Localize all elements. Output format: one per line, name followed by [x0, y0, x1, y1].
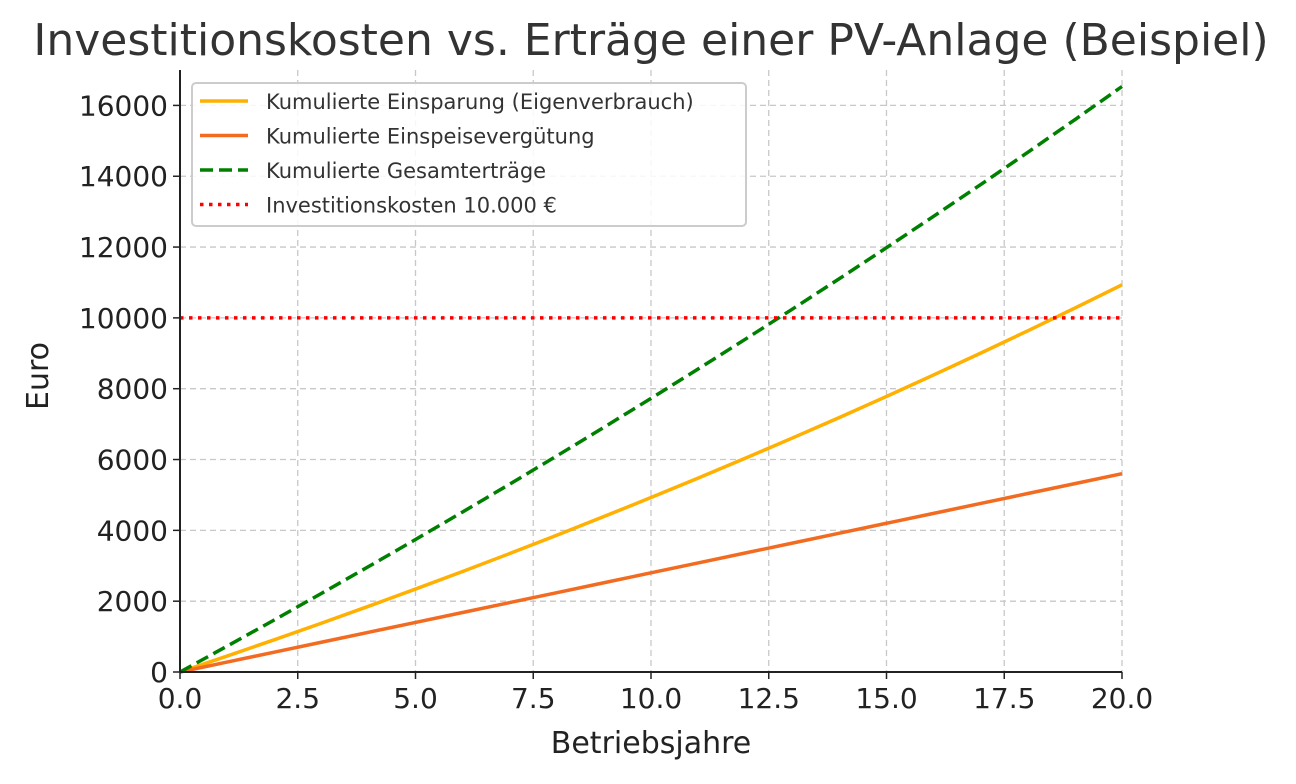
x-tick-label: 7.5: [511, 682, 556, 715]
y-tick-label: 14000: [79, 160, 168, 193]
x-axis-label: Betriebsjahre: [551, 726, 751, 761]
x-tick-label: 0.0: [158, 682, 203, 715]
legend-label-1: Kumulierte Einspeisevergütung: [266, 125, 595, 149]
y-tick-label: 12000: [79, 231, 168, 264]
legend-box: [191, 82, 747, 227]
series-line-1: [179, 471, 1123, 674]
legend-label-0: Kumulierte Einsparung (Eigenverbrauch): [266, 90, 694, 114]
y-tick-label: 6000: [97, 444, 168, 477]
x-tick-label: 12.5: [738, 682, 800, 715]
y-tick-label: 8000: [97, 373, 168, 406]
x-tick-label: 10.0: [620, 682, 682, 715]
y-tick-label: 16000: [79, 89, 168, 122]
y-axis-label: Euro: [21, 342, 56, 410]
legend-label-2: Kumulierte Gesamterträge: [266, 159, 546, 183]
series-line-0: [179, 283, 1123, 674]
x-tick-label: 20.0: [1091, 682, 1153, 715]
chart-title: Investitionskosten vs. Erträge einer PV-…: [33, 15, 1268, 66]
series-line-2: [179, 85, 1124, 674]
legend: Kumulierte Einsparung (Eigenverbrauch) Ku…: [191, 82, 747, 227]
x-tick-label: 5.0: [393, 682, 438, 715]
x-tick-label: 15.0: [855, 682, 917, 715]
x-tick-label: 2.5: [275, 682, 320, 715]
x-tick-label: 17.5: [973, 682, 1035, 715]
axes: 0.0 2.5 5.0 7.5 10.0 12.5 15.0 17.5 20.0 0 2000 400…: [79, 70, 1153, 715]
y-tick-label: 0: [150, 656, 168, 689]
legend-label-3: Investitionskosten 10.000 €: [266, 194, 557, 218]
y-tick-label: 10000: [79, 302, 168, 335]
y-tick-label: 2000: [97, 585, 168, 618]
y-tick-label: 4000: [97, 514, 168, 547]
series-group: [179, 85, 1124, 674]
